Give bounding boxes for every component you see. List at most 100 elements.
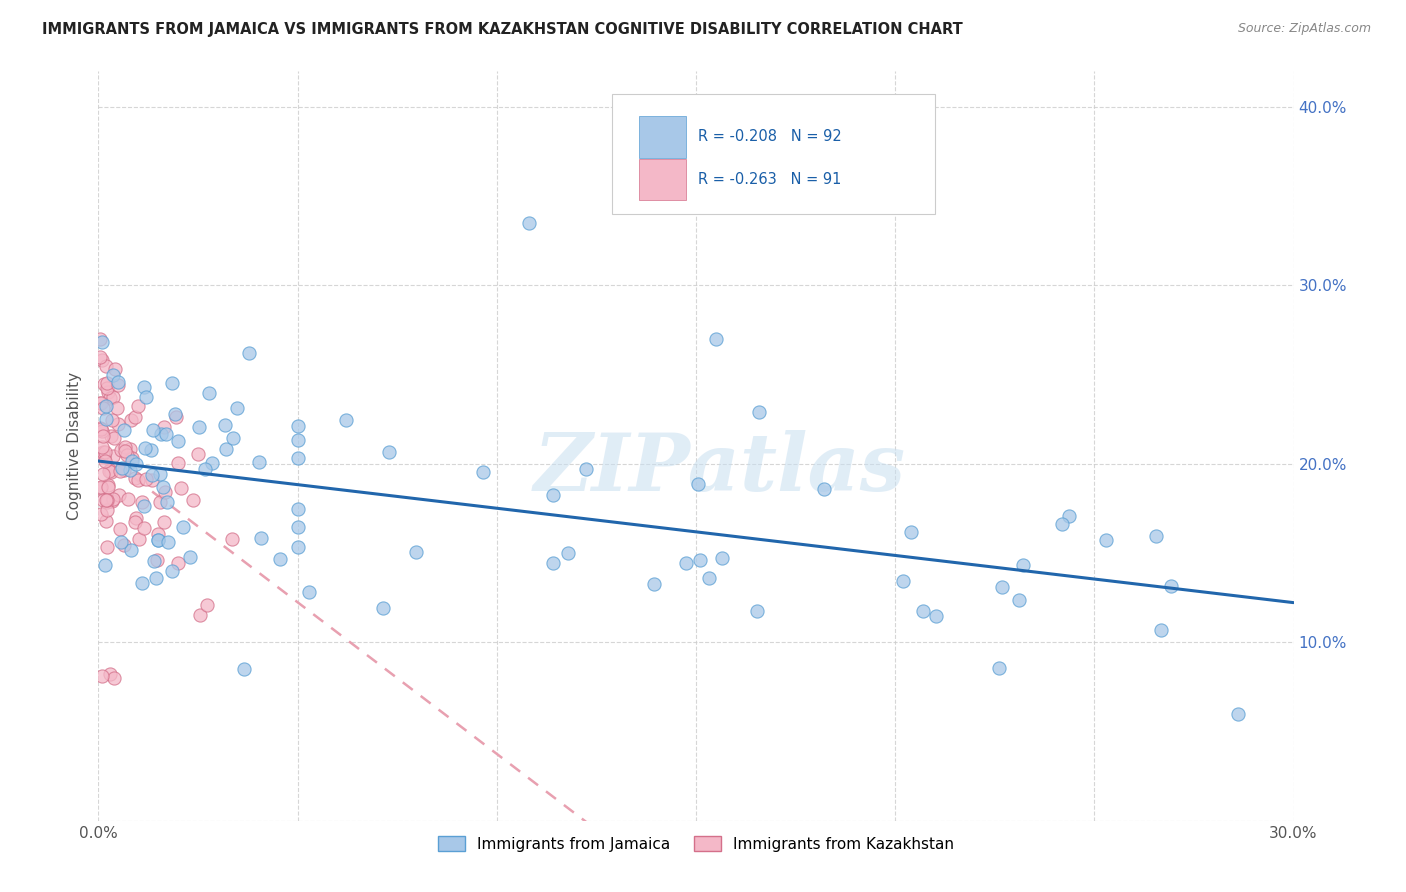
Point bbox=[188, 607, 211, 622]
Point bbox=[156, 494, 179, 508]
Point bbox=[97, 385, 120, 400]
Point bbox=[201, 457, 224, 471]
Point bbox=[94, 558, 117, 573]
FancyBboxPatch shape bbox=[613, 94, 935, 214]
Point bbox=[160, 376, 183, 390]
Point bbox=[124, 410, 146, 425]
Point bbox=[748, 405, 770, 419]
Point bbox=[114, 441, 136, 455]
Point bbox=[120, 442, 142, 457]
Point bbox=[94, 411, 117, 425]
Point bbox=[377, 445, 399, 459]
Text: Source: ZipAtlas.com: Source: ZipAtlas.com bbox=[1237, 22, 1371, 36]
Point bbox=[148, 533, 170, 547]
Point bbox=[89, 447, 111, 461]
Point bbox=[152, 480, 174, 494]
Point bbox=[699, 571, 721, 585]
Point bbox=[172, 520, 194, 534]
Point bbox=[96, 514, 118, 528]
Point bbox=[141, 473, 163, 487]
Point bbox=[127, 400, 149, 414]
Point bbox=[96, 376, 118, 390]
Point bbox=[97, 464, 120, 478]
Point bbox=[134, 380, 156, 394]
Point bbox=[101, 491, 124, 506]
Point bbox=[97, 478, 120, 492]
Point bbox=[165, 407, 187, 421]
Point bbox=[96, 503, 118, 517]
Point bbox=[142, 424, 165, 438]
Legend: Immigrants from Jamaica, Immigrants from Kazakhstan: Immigrants from Jamaica, Immigrants from… bbox=[432, 830, 960, 858]
Point bbox=[688, 476, 710, 491]
Point bbox=[1012, 558, 1035, 572]
Point bbox=[93, 445, 115, 459]
Point bbox=[912, 603, 935, 617]
Point bbox=[90, 396, 112, 410]
Point bbox=[120, 543, 142, 558]
Point bbox=[114, 423, 136, 437]
Point bbox=[238, 346, 260, 360]
Point bbox=[891, 574, 914, 588]
Point bbox=[148, 533, 170, 548]
Point bbox=[108, 488, 131, 502]
Point bbox=[287, 418, 309, 433]
Point bbox=[112, 538, 135, 552]
Point bbox=[991, 580, 1014, 594]
Point bbox=[91, 492, 114, 507]
Point bbox=[101, 368, 124, 383]
Point bbox=[94, 493, 117, 508]
Point bbox=[111, 461, 134, 475]
Point bbox=[181, 493, 204, 508]
Point bbox=[120, 413, 142, 427]
Point bbox=[517, 216, 540, 230]
Point bbox=[110, 442, 132, 457]
Point bbox=[153, 485, 176, 500]
Text: R = -0.263   N = 91: R = -0.263 N = 91 bbox=[699, 172, 842, 186]
Point bbox=[134, 441, 156, 455]
Point bbox=[96, 381, 118, 395]
Point bbox=[131, 575, 153, 590]
Point bbox=[215, 442, 238, 456]
Point bbox=[103, 449, 125, 463]
Y-axis label: Cognitive Disability: Cognitive Disability bbox=[67, 372, 83, 520]
Point bbox=[643, 577, 665, 591]
Point bbox=[249, 532, 271, 546]
Point bbox=[103, 671, 125, 685]
Point bbox=[89, 481, 111, 495]
Point bbox=[98, 462, 121, 476]
Point bbox=[117, 492, 139, 507]
Point bbox=[114, 444, 136, 458]
Point bbox=[89, 350, 111, 364]
Point bbox=[371, 600, 394, 615]
Point bbox=[91, 440, 114, 454]
Point bbox=[110, 534, 132, 549]
Point bbox=[813, 482, 835, 496]
Point bbox=[1144, 529, 1167, 543]
Point bbox=[287, 433, 309, 447]
Point bbox=[145, 553, 167, 567]
Point bbox=[100, 429, 122, 443]
Point bbox=[107, 375, 129, 389]
Point bbox=[1057, 508, 1080, 523]
Point bbox=[541, 557, 564, 571]
Point bbox=[100, 413, 122, 427]
Point bbox=[89, 332, 111, 346]
Point bbox=[233, 662, 256, 676]
Point bbox=[335, 413, 357, 427]
Point bbox=[105, 401, 128, 415]
Point bbox=[91, 467, 114, 481]
Point bbox=[121, 451, 143, 466]
Point bbox=[135, 390, 157, 404]
Point bbox=[104, 361, 127, 376]
Point bbox=[187, 447, 209, 461]
Point bbox=[103, 431, 125, 445]
Point bbox=[100, 466, 122, 480]
Point bbox=[121, 454, 143, 468]
Point bbox=[96, 540, 118, 554]
Point bbox=[247, 455, 270, 469]
Point bbox=[97, 480, 120, 494]
Point bbox=[96, 359, 118, 373]
Text: R = -0.208   N = 92: R = -0.208 N = 92 bbox=[699, 129, 842, 144]
Point bbox=[91, 334, 114, 349]
Point bbox=[160, 564, 183, 578]
